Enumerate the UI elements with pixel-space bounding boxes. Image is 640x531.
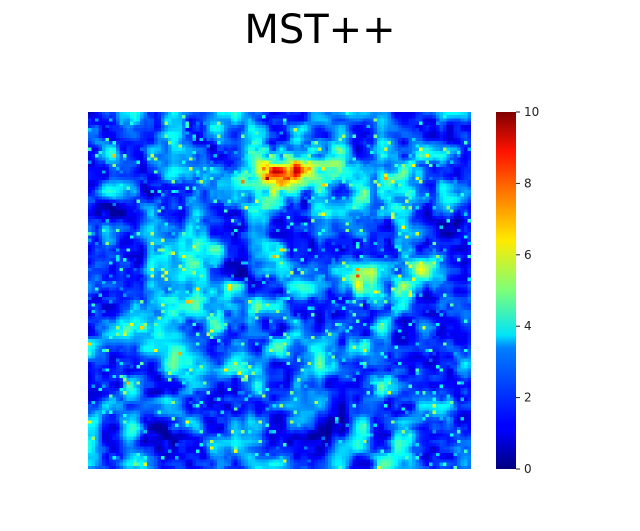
colorbar-tick-label: 0: [524, 462, 532, 476]
colorbar-tick-label: 8: [524, 176, 532, 190]
colorbar-tick-label: 10: [524, 105, 539, 119]
chart-title: MST++: [244, 7, 396, 53]
colorbar-tick-label: 2: [524, 391, 532, 405]
heatmap-cells: [88, 112, 471, 469]
colorbar-tick-label: 6: [524, 248, 532, 262]
colorbar-tick-label: 4: [524, 319, 532, 333]
heatmap-plot: [88, 112, 471, 469]
colorbar-gradient: [496, 112, 516, 469]
colorbar: 0 2 4 6 8 10: [496, 105, 539, 476]
